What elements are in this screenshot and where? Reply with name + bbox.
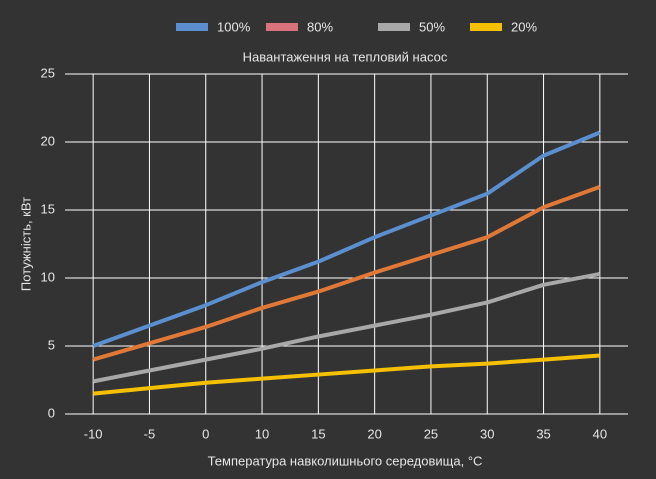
y-tick-label: 10: [41, 269, 55, 284]
y-tick-label: 25: [41, 65, 55, 80]
y-axis-label: Потужність, кВт: [18, 197, 33, 291]
legend-swatch: [266, 23, 298, 31]
legend-swatch: [176, 23, 208, 31]
x-tick-label: 35: [536, 426, 550, 441]
x-axis-label: Температура навколишнього середовища, °C: [208, 453, 483, 468]
legend-swatch: [470, 23, 502, 31]
x-tick-label: 20: [367, 426, 381, 441]
x-tick-label: 15: [311, 426, 325, 441]
series-line: [92, 353, 600, 396]
legend-label: 50%: [419, 19, 445, 34]
x-tick-label: 10: [255, 426, 269, 441]
x-tick-label: 0: [202, 426, 209, 441]
y-tick-label: 5: [48, 337, 55, 352]
x-tick-label: 25: [424, 426, 438, 441]
legend-label: 80%: [307, 19, 333, 34]
chart-title: Навантаження на тепловий насос: [243, 49, 448, 64]
y-tick-label: 20: [41, 133, 55, 148]
series-line: [92, 271, 601, 384]
x-tick-label: 40: [593, 426, 607, 441]
x-tick-label: -5: [144, 426, 156, 441]
series-line: [92, 184, 601, 362]
legend-label: 100%: [217, 19, 251, 34]
x-tick-label: -10: [84, 426, 103, 441]
y-tick-label: 15: [41, 201, 55, 216]
legend-label: 20%: [511, 19, 537, 34]
series-line: [92, 130, 601, 348]
legend-swatch: [378, 23, 410, 31]
x-tick-label: 30: [480, 426, 494, 441]
y-tick-label: 0: [48, 405, 55, 420]
